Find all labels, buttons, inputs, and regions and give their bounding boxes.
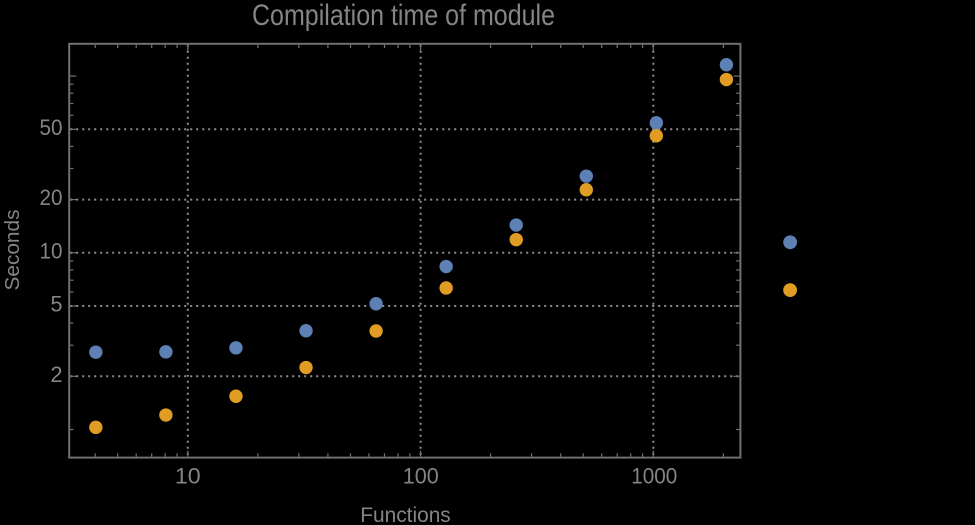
svg-text:Compilation time of module: Compilation time of module (252, 0, 555, 32)
svg-text:100: 100 (403, 464, 439, 489)
svg-text:1000: 1000 (631, 464, 677, 489)
svg-text:Seconds: Seconds (2, 210, 24, 291)
svg-text:2: 2 (51, 362, 63, 387)
svg-text:50: 50 (40, 115, 63, 140)
svg-text:Functions: Functions (360, 504, 451, 525)
svg-text:10: 10 (175, 464, 201, 489)
svg-text:10: 10 (40, 238, 63, 263)
svg-text:20: 20 (40, 185, 63, 210)
svg-text:5: 5 (51, 292, 63, 317)
